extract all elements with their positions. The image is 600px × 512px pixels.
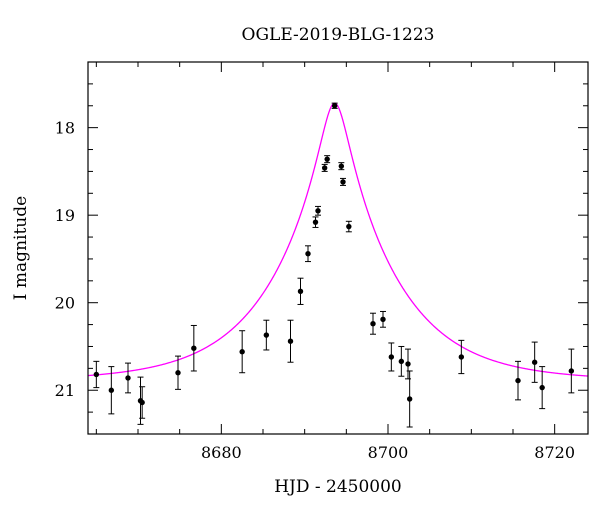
data-point bbox=[458, 339, 465, 375]
data-marker bbox=[93, 371, 100, 378]
model-curve bbox=[87, 102, 589, 377]
data-marker bbox=[312, 219, 319, 225]
data-marker bbox=[340, 179, 346, 185]
data-marker bbox=[346, 223, 352, 230]
data-marker bbox=[305, 250, 311, 257]
data-point bbox=[388, 342, 395, 372]
data-marker bbox=[370, 321, 376, 327]
data-point bbox=[263, 319, 270, 351]
data-marker bbox=[331, 103, 338, 109]
data-marker bbox=[175, 370, 181, 376]
data-point bbox=[539, 366, 546, 410]
data-marker bbox=[297, 288, 304, 295]
y-tick-label: 18 bbox=[55, 119, 75, 138]
data-point bbox=[297, 277, 304, 305]
y-tick-label: 19 bbox=[55, 206, 75, 225]
data-marker bbox=[287, 338, 294, 344]
data-point bbox=[340, 177, 346, 186]
data-point bbox=[190, 324, 197, 372]
data-marker bbox=[568, 368, 575, 374]
data-point bbox=[321, 163, 328, 172]
data-marker bbox=[239, 349, 245, 355]
data-point bbox=[406, 370, 413, 428]
data-point bbox=[305, 245, 311, 263]
data-marker bbox=[398, 358, 405, 365]
data-point bbox=[175, 355, 181, 390]
data-marker bbox=[324, 156, 330, 162]
data-marker bbox=[191, 345, 197, 351]
data-point bbox=[324, 155, 331, 164]
data-point bbox=[568, 348, 575, 394]
data-marker bbox=[125, 375, 131, 381]
data-marker bbox=[315, 208, 321, 214]
x-tick-labels: 8680 8700 8720 bbox=[201, 443, 575, 462]
data-point bbox=[239, 330, 246, 374]
data-marker bbox=[139, 399, 145, 406]
data-point bbox=[93, 360, 100, 389]
data-marker bbox=[458, 354, 465, 360]
y-tick-label: 21 bbox=[55, 381, 75, 400]
data-point bbox=[338, 162, 345, 171]
y-tick-label: 20 bbox=[55, 294, 75, 313]
x-tick-label: 8680 bbox=[201, 443, 242, 462]
data-marker bbox=[405, 361, 411, 367]
x-axis-label: HJD - 2450000 bbox=[274, 477, 402, 497]
data-marker bbox=[380, 316, 386, 323]
data-marker bbox=[531, 359, 538, 365]
data-marker bbox=[108, 387, 115, 393]
ticks-layer bbox=[88, 61, 588, 435]
data-marker bbox=[321, 165, 328, 171]
data-point bbox=[139, 386, 146, 419]
x-tick-label: 8700 bbox=[368, 443, 409, 462]
data-point bbox=[370, 312, 376, 335]
data-point bbox=[287, 319, 294, 363]
data-point bbox=[315, 205, 321, 216]
x-tick-label: 8720 bbox=[534, 443, 575, 462]
data-point bbox=[108, 366, 115, 415]
data-point bbox=[398, 345, 405, 377]
data-marker bbox=[539, 384, 545, 391]
plot-frame bbox=[87, 61, 589, 435]
data-point bbox=[125, 362, 131, 394]
data-point bbox=[345, 220, 352, 233]
chart-title: OGLE-2019-BLG-1223 bbox=[242, 25, 435, 45]
data-point bbox=[312, 216, 319, 228]
data-marker bbox=[406, 396, 413, 402]
data-marker bbox=[515, 377, 521, 384]
data-marker bbox=[338, 163, 345, 169]
data-point bbox=[531, 341, 538, 383]
data-point bbox=[380, 310, 386, 328]
data-points-layer bbox=[93, 102, 575, 428]
y-tick-labels: 18 19 20 21 bbox=[55, 119, 75, 401]
data-point bbox=[515, 360, 521, 401]
data-point bbox=[331, 102, 338, 109]
model-curve-layer bbox=[87, 102, 589, 377]
data-marker bbox=[263, 332, 270, 338]
y-axis-label: I magnitude bbox=[11, 196, 31, 300]
data-marker bbox=[388, 354, 395, 360]
